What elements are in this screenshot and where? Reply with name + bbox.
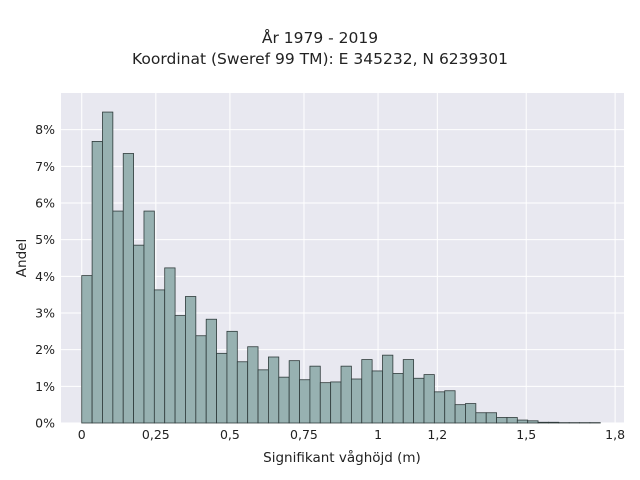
chart-subtitle: Koordinat (Sweref 99 TM): E 345232, N 62… xyxy=(132,50,508,68)
x-tick-label: 1,8 xyxy=(605,427,625,442)
histogram-bar xyxy=(506,417,518,424)
histogram-bar xyxy=(195,335,207,424)
x-tick-label: 1 xyxy=(374,427,382,442)
histogram-bar xyxy=(133,244,145,424)
histogram-bar xyxy=(164,267,176,424)
x-tick-label: 0,75 xyxy=(290,427,318,442)
histogram-bar xyxy=(516,419,529,424)
y-tick-label: 3% xyxy=(35,306,55,321)
histogram-bar xyxy=(444,390,456,424)
histogram-bar xyxy=(205,318,217,424)
histogram-bar xyxy=(433,391,446,424)
histogram-bar xyxy=(496,417,508,424)
histogram-bar xyxy=(102,111,114,424)
histogram-bar xyxy=(247,346,259,424)
histogram-bar xyxy=(174,315,186,424)
histogram-bar xyxy=(361,359,373,424)
histogram-bar xyxy=(185,296,197,424)
histogram-bar xyxy=(91,140,103,424)
histogram-bar xyxy=(340,365,352,424)
histogram-bar xyxy=(382,354,394,424)
histogram-bar xyxy=(122,153,134,424)
histogram-bar xyxy=(527,420,539,424)
y-tick-label: 4% xyxy=(35,269,55,284)
histogram-bar xyxy=(309,365,321,424)
y-tick-label: 1% xyxy=(35,379,55,394)
histogram-bar xyxy=(81,275,93,424)
histogram-bar xyxy=(392,373,404,424)
histogram-bar xyxy=(236,361,249,424)
y-tick-label: 2% xyxy=(35,342,55,357)
x-axis-label: Signifikant våghöjd (m) xyxy=(263,449,421,466)
y-tick-label: 6% xyxy=(35,196,55,211)
histogram-bar xyxy=(548,421,560,424)
histogram-bar xyxy=(112,210,124,424)
histogram-bars xyxy=(81,111,601,424)
tick-labels: 0% 1% 2% 3% 4% 5% 6% 7% 8% 0 0,25 0,5 0,75 1 1,2 1,5 1,8 xyxy=(35,122,625,442)
x-tick-label: 1,2 xyxy=(427,427,447,442)
grid-lines xyxy=(61,93,624,424)
histogram-bar xyxy=(216,352,228,424)
y-tick-label: 7% xyxy=(35,159,55,174)
histogram-bar xyxy=(475,412,487,424)
histogram-bar xyxy=(485,412,497,424)
histogram-bar xyxy=(454,404,466,424)
histogram-bar xyxy=(143,210,155,424)
histogram-bar xyxy=(402,359,415,424)
histogram-bar xyxy=(537,421,549,424)
histogram-bar xyxy=(319,382,332,424)
histogram-bar xyxy=(465,403,477,424)
chart-title: År 1979 - 2019 xyxy=(261,29,379,47)
x-tick-label: 0,5 xyxy=(220,427,240,442)
histogram-bar xyxy=(330,381,342,424)
histogram-bar xyxy=(278,376,290,424)
histogram-bar xyxy=(423,374,435,424)
histogram-bar xyxy=(413,377,425,424)
x-tick-label: 0 xyxy=(78,427,86,442)
x-tick-label: 1,5 xyxy=(516,427,536,442)
histogram-bar xyxy=(299,379,311,424)
y-tick-label: 0% xyxy=(35,416,55,431)
y-axis-label: Andel xyxy=(14,239,30,277)
histogram-bar xyxy=(268,356,280,424)
histogram-bar xyxy=(257,369,269,424)
histogram-bar xyxy=(371,370,383,424)
histogram-bar xyxy=(153,289,166,424)
y-tick-label: 5% xyxy=(35,232,55,247)
histogram-bar xyxy=(350,378,363,424)
y-tick-label: 8% xyxy=(35,122,55,137)
histogram-bar xyxy=(226,330,238,424)
x-tick-label: 0,25 xyxy=(142,427,170,442)
histogram-bar xyxy=(288,360,300,424)
